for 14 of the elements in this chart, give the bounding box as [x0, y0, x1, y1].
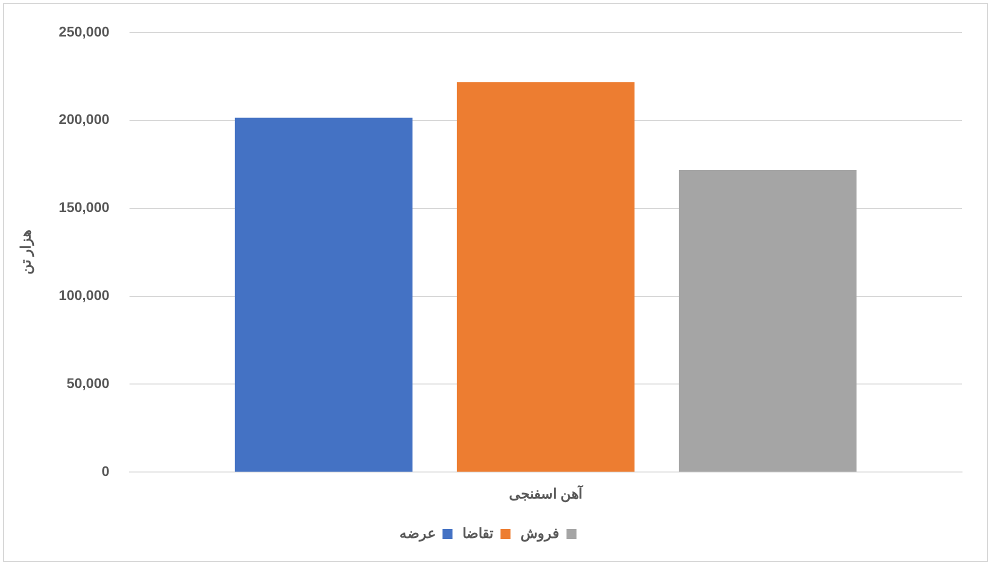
x-tick-label: آهن اسفنجی [508, 484, 584, 502]
y-tick-label: 250,000 [58, 23, 110, 40]
legend-label: تقاضا [462, 524, 494, 541]
y-tick-label: 100,000 [58, 287, 110, 304]
y-tick-label: 200,000 [58, 111, 110, 128]
y-tick-label: 150,000 [58, 199, 110, 216]
legend-label: عرضه [400, 524, 436, 542]
y-tick-label: 50,000 [66, 375, 110, 392]
legend-label: فروش [520, 524, 560, 542]
bar [456, 82, 635, 472]
bar [234, 118, 412, 472]
bar [678, 170, 857, 472]
y-axis-title: هزار تن [17, 230, 34, 275]
y-tick-label: 0 [102, 463, 110, 480]
